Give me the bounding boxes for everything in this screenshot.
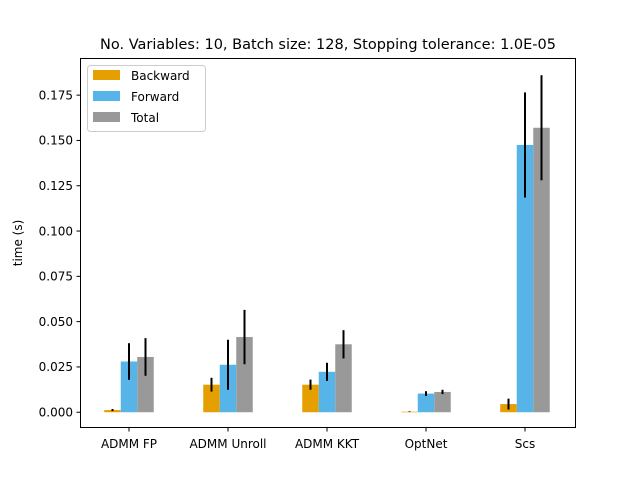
bar-total-admm-kkt <box>335 344 352 413</box>
y-tick-label: 0.125 <box>39 179 73 193</box>
legend-label-total: Total <box>130 111 159 125</box>
legend-label-forward: Forward <box>131 90 179 104</box>
y-tick-label: 0.175 <box>39 88 73 102</box>
legend: Backward Forward Total <box>87 65 206 132</box>
bar-total-admm-unroll <box>236 337 253 413</box>
x-tick-label: ADMM KKT <box>295 437 360 451</box>
bar-total-optnet <box>434 391 451 413</box>
y-tick-label: 0.075 <box>39 270 73 284</box>
bars-layer <box>104 127 550 413</box>
legend-swatch-forward <box>93 91 120 101</box>
y-axis-label: time (s) <box>11 220 25 267</box>
bar-backward-admm-kkt <box>302 384 319 413</box>
y-axis: 0.000 0.025 0.050 0.075 0.100 0.125 0.150 0.175 <box>39 88 80 420</box>
chart-title: No. Variables: 10, Batch size: 128, Stop… <box>100 37 556 53</box>
y-tick-label: 0.025 <box>39 360 73 374</box>
x-tick-label: Scs <box>515 437 535 451</box>
y-tick-label: 0.050 <box>39 315 73 329</box>
bar-total-scs <box>533 127 550 413</box>
plot-area-frame <box>80 58 576 428</box>
x-tick-label: OptNet <box>405 437 448 451</box>
y-tick-label: 0.000 <box>39 406 73 420</box>
x-axis: ADMM FP ADMM Unroll ADMM KKT OptNet Scs <box>101 428 535 451</box>
y-tick-label: 0.150 <box>39 134 73 148</box>
bar-forward-admm-fp <box>120 361 138 413</box>
y-tick-label: 0.100 <box>39 224 73 238</box>
bar-forward-admm-kkt <box>318 371 336 413</box>
bar-forward-scs <box>516 144 534 413</box>
bar-forward-optnet <box>417 393 435 413</box>
x-tick-label: ADMM Unroll <box>189 437 266 451</box>
legend-label-backward: Backward <box>131 69 190 83</box>
x-tick-label: ADMM FP <box>101 437 157 451</box>
error-bars-layer <box>111 75 543 413</box>
bar-total-admm-fp <box>137 356 154 413</box>
bar-backward-admm-unroll <box>203 384 220 413</box>
legend-swatch-backward <box>93 70 120 80</box>
legend-swatch-total <box>93 112 120 122</box>
